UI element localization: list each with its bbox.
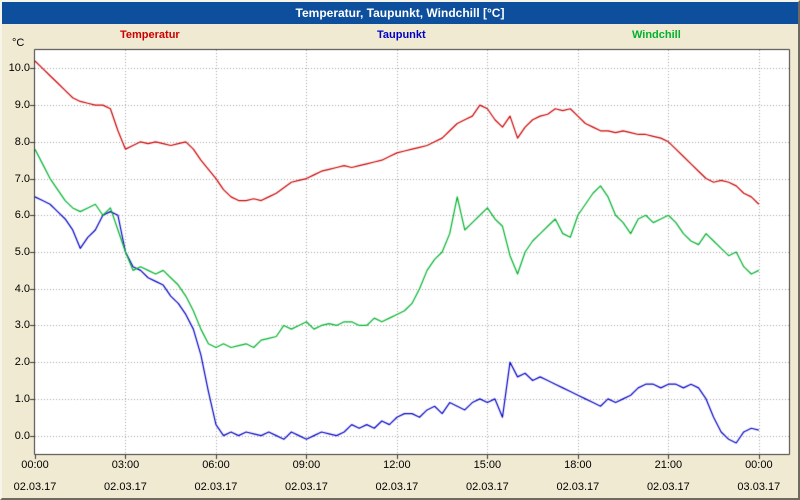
x-axis-date-label: 02.03.17 xyxy=(646,481,690,493)
y-axis-label: 0.0 xyxy=(14,429,30,442)
x-axis-time-label: 18:00 xyxy=(564,459,592,471)
y-axis-label: 5.0 xyxy=(14,246,30,258)
y-axis-label: 2.0 xyxy=(14,356,30,369)
legend-item-temperatur: Temperatur xyxy=(120,29,180,41)
x-axis-date-label: 02.03.17 xyxy=(556,481,600,493)
x-axis-time-label: 12:00 xyxy=(383,459,411,471)
x-axis-time-label: 00:00 xyxy=(745,459,773,471)
x-axis-date-label: 02.03.17 xyxy=(194,481,238,493)
x-axis-date-label: 02.03.17 xyxy=(285,481,328,493)
y-axis-label: 7.0 xyxy=(14,172,30,185)
x-axis-time-label: 21:00 xyxy=(654,459,683,471)
plot-canvas xyxy=(2,46,798,498)
legend-item-windchill: Windchill xyxy=(632,29,681,41)
chart-area: °C 0.0 1.0 2.0 3.0 4.0 5.0 6.0 7.0 8.0 9.0 10.0 00:… xyxy=(2,37,798,498)
x-axis-time-label: 06:00 xyxy=(202,459,230,471)
x-axis-date-label: 03.03.17 xyxy=(737,481,781,493)
x-axis-time-label: 00:00 xyxy=(21,459,49,471)
legend-item-taupunkt: Taupunkt xyxy=(377,29,426,41)
y-axis-label: 3.0 xyxy=(14,319,30,332)
y-axis-label: 10.0 xyxy=(8,62,30,75)
y-axis-label: 8.0 xyxy=(14,135,30,148)
y-axis-label: 4.0 xyxy=(14,282,30,295)
chart-legend: Temperatur Taupunkt Windchill xyxy=(2,24,798,46)
x-axis-date-label: 02.03.17 xyxy=(104,481,147,493)
window-title: Temperatur, Taupunkt, Windchill [°C] xyxy=(295,6,505,20)
window-titlebar: Temperatur, Taupunkt, Windchill [°C] xyxy=(2,2,798,24)
x-axis-time-label: 15:00 xyxy=(473,459,502,471)
x-axis-time-label: 03:00 xyxy=(111,459,140,471)
x-axis-date-label: 02.03.17 xyxy=(375,481,419,493)
y-axis-label: 9.0 xyxy=(14,99,30,112)
x-axis-date-label: 02.03.17 xyxy=(465,481,509,493)
x-axis-time-label: 09:00 xyxy=(292,459,321,471)
x-axis-date-label: 02.03.17 xyxy=(13,481,57,493)
y-axis-label: 6.0 xyxy=(14,209,30,222)
y-axis-label: 1.0 xyxy=(14,392,30,405)
